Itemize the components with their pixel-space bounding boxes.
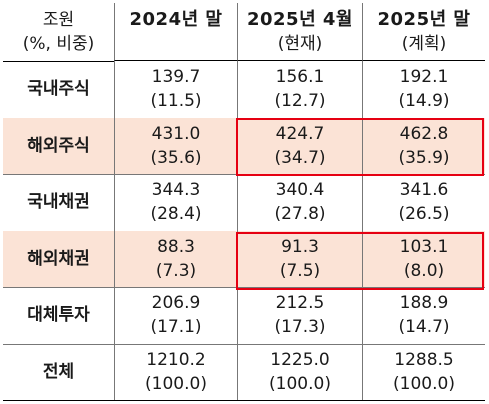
table-row: 국내주식 139.7 (11.5) 156.1 (12.7) 192.1 (14.9) <box>3 61 485 119</box>
row-label-text: 해외채권 <box>27 248 90 269</box>
share-percent: (11.5) <box>150 91 202 112</box>
header-unit: 조원 (%, 비중) <box>3 3 114 62</box>
share-percent: (8.0) <box>403 260 445 281</box>
row-label: 대체투자 <box>3 287 114 344</box>
value-cell: 206.9 (17.1) <box>114 287 237 344</box>
table-row: 해외주식 431.0 (35.6) 424.7 (34.7) 462.8 (35.9) <box>3 117 485 175</box>
value-cell: 139.7 (11.5) <box>114 61 237 118</box>
amount-value: 424.7 <box>275 123 325 144</box>
header-unit-line1: 조원 <box>42 10 75 30</box>
value-cell: 1210.2 (100.0) <box>114 343 237 400</box>
share-percent: (17.3) <box>274 317 326 338</box>
row-label-text: 전체 <box>42 361 75 382</box>
share-percent: (28.4) <box>150 204 202 225</box>
share-percent: (26.5) <box>398 204 450 225</box>
amount-value: 344.3 <box>151 180 201 201</box>
share-percent: (100.0) <box>145 373 207 394</box>
value-cell: 91.3 (7.5) <box>237 230 362 287</box>
share-percent: (7.5) <box>279 260 321 281</box>
share-percent: (100.0) <box>393 373 455 394</box>
amount-value: 462.8 <box>399 123 449 144</box>
row-label: 해외주식 <box>3 118 114 175</box>
amount-value: 139.7 <box>151 67 201 88</box>
value-cell: 462.8 (35.9) <box>362 117 485 174</box>
amount-value: 188.9 <box>399 293 449 314</box>
header-2025-april-label: 2025년 4월 <box>246 8 353 30</box>
table-row: 전체 1210.2 (100.0) 1225.0 (100.0) 1288.5 (100.0… <box>3 343 485 401</box>
share-percent: (100.0) <box>269 373 331 394</box>
table-row: 국내채권 344.3 (28.4) 340.4 (27.8) 341.6 (26.5) <box>3 174 485 232</box>
amount-value: 206.9 <box>151 293 201 314</box>
header-2025-april-sub: (현재) <box>277 33 323 54</box>
value-cell: 431.0 (35.6) <box>114 117 237 174</box>
share-percent: (34.7) <box>274 147 326 168</box>
row-label: 국내주식 <box>3 61 114 118</box>
amount-value: 431.0 <box>151 123 201 144</box>
asset-allocation-table: 조원 (%, 비중) 2024년 말 2025년 4월 (현재) 2025년 말… <box>3 3 485 401</box>
amount-value: 1225.0 <box>270 349 330 370</box>
value-cell: 156.1 (12.7) <box>237 61 362 118</box>
value-cell: 188.9 (14.7) <box>362 287 485 344</box>
amount-value: 91.3 <box>281 236 319 257</box>
row-label: 전체 <box>3 344 114 401</box>
header-2025-end-sub: (계획) <box>401 33 447 54</box>
share-percent: (17.1) <box>150 317 202 338</box>
share-percent: (35.6) <box>150 147 202 168</box>
row-label-text: 국내주식 <box>27 79 90 100</box>
row-label-text: 대체투자 <box>27 305 90 326</box>
amount-value: 1210.2 <box>146 349 206 370</box>
header-2025-end-plan: 2025년 말 (계획) <box>362 3 485 61</box>
table-row: 해외채권 88.3 (7.3) 91.3 (7.5) 103.1 (8.0) <box>3 230 485 288</box>
value-cell: 341.6 (26.5) <box>362 174 485 231</box>
value-cell: 88.3 (7.3) <box>114 230 237 287</box>
value-cell: 344.3 (28.4) <box>114 174 237 231</box>
row-label: 국내채권 <box>3 174 114 231</box>
row-label-text: 국내채권 <box>27 192 90 213</box>
amount-value: 340.4 <box>275 180 325 201</box>
amount-value: 341.6 <box>399 180 449 201</box>
header-2024-end: 2024년 말 <box>114 3 237 61</box>
share-percent: (12.7) <box>274 91 326 112</box>
value-cell: 192.1 (14.9) <box>362 61 485 118</box>
share-percent: (14.9) <box>398 91 450 112</box>
share-percent: (7.3) <box>155 260 197 281</box>
share-percent: (35.9) <box>398 147 450 168</box>
amount-value: 212.5 <box>275 293 325 314</box>
row-label: 해외채권 <box>3 231 114 288</box>
amount-value: 192.1 <box>399 67 449 88</box>
header-2024-end-label: 2024년 말 <box>129 8 223 30</box>
share-percent: (14.7) <box>398 317 450 338</box>
table-row: 대체투자 206.9 (17.1) 212.5 (17.3) 188.9 (14.7) <box>3 287 485 345</box>
header-2025-end-label: 2025년 말 <box>377 8 471 30</box>
amount-value: 88.3 <box>157 236 195 257</box>
amount-value: 103.1 <box>399 236 449 257</box>
row-label-text: 해외주식 <box>27 135 90 156</box>
value-cell: 1288.5 (100.0) <box>362 343 485 400</box>
share-percent: (27.8) <box>274 204 326 225</box>
header-2025-april: 2025년 4월 (현재) <box>237 3 362 61</box>
amount-value: 1288.5 <box>394 349 454 370</box>
value-cell: 1225.0 (100.0) <box>237 343 362 400</box>
value-cell: 424.7 (34.7) <box>237 117 362 174</box>
amount-value: 156.1 <box>275 67 325 88</box>
value-cell: 340.4 (27.8) <box>237 174 362 231</box>
value-cell: 103.1 (8.0) <box>362 230 485 287</box>
value-cell: 212.5 (17.3) <box>237 287 362 344</box>
header-unit-line2: (%, 비중) <box>22 34 95 54</box>
